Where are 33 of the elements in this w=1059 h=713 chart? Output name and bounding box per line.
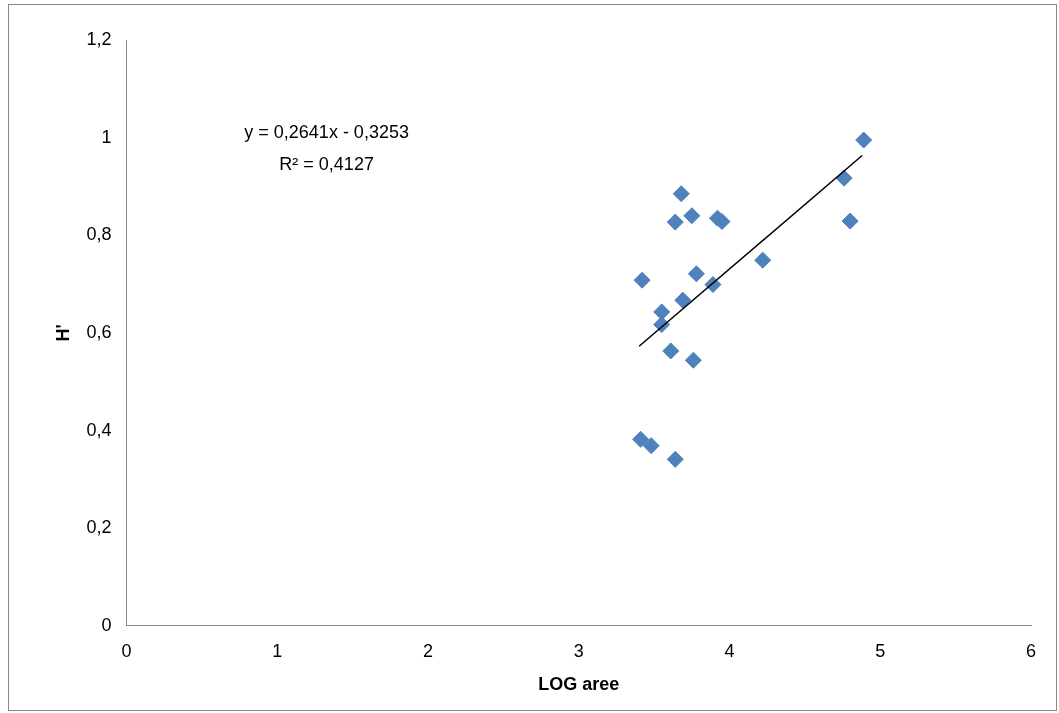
x-tick-label: 3 [573,640,584,661]
point [653,303,671,321]
y-tick-label: 0,4 [86,419,112,440]
point [674,291,692,309]
x-tick-label: 6 [1025,640,1037,661]
point [666,213,684,231]
point [684,351,702,369]
y-axis-title: H' [52,324,73,342]
point [672,185,690,203]
x-tick-label: 1 [272,640,283,661]
point [633,271,651,289]
y-tick-label: 0 [101,614,112,635]
annotation: R² = 0,4127 [279,153,374,174]
point [632,430,650,448]
point [754,251,772,269]
point [642,437,660,455]
point [683,207,701,225]
point [841,212,859,230]
y-tick-label: 0,6 [86,321,112,342]
y-tick-label: 0,2 [86,517,112,538]
point [666,450,684,468]
point [662,342,680,360]
annotation: y = 0,2641x - 0,3253 [244,121,409,142]
x-tick-label: 2 [423,640,434,661]
x-tick-label: 5 [875,640,886,661]
x-tick-label: 0 [121,640,132,661]
point [687,265,705,283]
y-tick-label: 1 [101,126,112,147]
x-axis-title: LOG aree [538,674,620,695]
y-tick-label: 1,2 [86,28,112,49]
x-tick-label: 4 [724,640,735,661]
y-tick-label: 0,8 [86,224,112,245]
point [855,131,873,149]
